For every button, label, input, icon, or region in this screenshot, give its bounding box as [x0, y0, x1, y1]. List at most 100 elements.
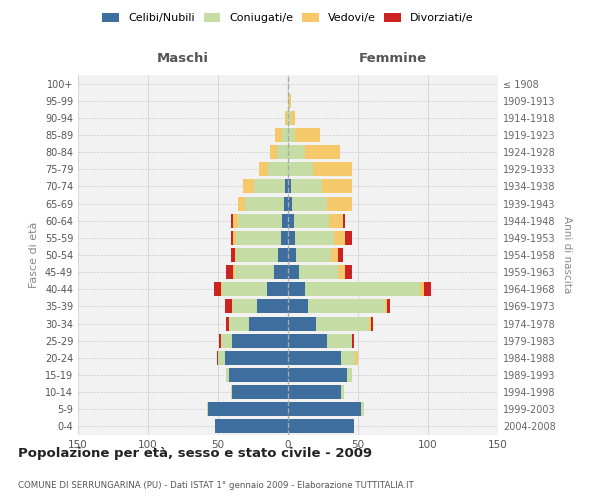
Bar — [225, 351, 288, 365]
Bar — [346, 231, 352, 245]
Bar — [288, 282, 305, 296]
Bar — [424, 282, 431, 296]
Bar — [229, 316, 249, 330]
Bar — [291, 111, 295, 125]
Bar — [329, 214, 343, 228]
Bar — [305, 282, 419, 296]
Bar — [233, 231, 236, 245]
Bar — [288, 248, 296, 262]
Bar — [221, 334, 232, 347]
Bar — [221, 282, 222, 296]
Bar — [259, 162, 268, 176]
Bar — [355, 351, 358, 365]
Bar — [288, 231, 295, 245]
Y-axis label: Anni di nascita: Anni di nascita — [562, 216, 572, 294]
Bar — [226, 316, 229, 330]
Bar — [293, 214, 329, 228]
Bar — [292, 196, 327, 210]
Bar — [220, 334, 221, 347]
Bar — [385, 300, 388, 314]
Bar — [288, 94, 289, 108]
Bar — [289, 94, 291, 108]
Bar — [288, 368, 347, 382]
Bar — [283, 128, 288, 142]
Bar — [352, 334, 354, 347]
Bar — [275, 128, 283, 142]
Bar — [232, 300, 257, 314]
Bar — [343, 214, 346, 228]
Bar — [288, 351, 341, 365]
Bar — [238, 214, 283, 228]
Bar — [208, 402, 288, 416]
Text: Popolazione per età, sesso e stato civile - 2009: Popolazione per età, sesso e stato civil… — [18, 448, 372, 460]
Bar — [295, 128, 320, 142]
Bar — [236, 231, 281, 245]
Bar — [341, 351, 355, 365]
Bar — [296, 248, 331, 262]
Bar — [238, 196, 245, 210]
Bar — [233, 214, 238, 228]
Bar — [288, 265, 299, 279]
Bar — [236, 248, 278, 262]
Bar — [288, 385, 341, 399]
Bar — [232, 385, 288, 399]
Bar — [288, 162, 313, 176]
Bar — [388, 300, 390, 314]
Bar — [226, 368, 229, 382]
Bar — [288, 196, 292, 210]
Bar — [305, 145, 340, 159]
Bar — [288, 214, 293, 228]
Bar — [288, 402, 361, 416]
Bar — [274, 265, 288, 279]
Bar — [267, 282, 288, 296]
Bar — [270, 145, 277, 159]
Bar — [288, 180, 291, 194]
Bar — [288, 111, 291, 125]
Bar — [316, 316, 369, 330]
Bar — [277, 145, 288, 159]
Bar — [218, 351, 225, 365]
Bar — [299, 265, 338, 279]
Bar — [288, 316, 316, 330]
Bar — [257, 300, 288, 314]
Bar — [217, 351, 218, 365]
Bar — [249, 316, 288, 330]
Bar — [419, 282, 424, 296]
Bar — [268, 162, 288, 176]
Bar — [371, 316, 373, 330]
Bar — [233, 265, 235, 279]
Bar — [284, 196, 288, 210]
Bar — [285, 111, 287, 125]
Bar — [295, 231, 334, 245]
Bar — [230, 248, 235, 262]
Bar — [361, 402, 364, 416]
Bar — [207, 402, 208, 416]
Bar — [283, 214, 288, 228]
Bar — [232, 334, 288, 347]
Bar — [230, 231, 233, 245]
Bar — [308, 300, 385, 314]
Text: COMUNE DI SERRUNGARINA (PU) - Dati ISTAT 1° gennaio 2009 - Elaborazione TUTTITAL: COMUNE DI SERRUNGARINA (PU) - Dati ISTAT… — [18, 480, 414, 490]
Bar — [369, 316, 371, 330]
Bar — [288, 420, 354, 434]
Bar — [222, 282, 267, 296]
Bar — [254, 180, 285, 194]
Bar — [291, 180, 322, 194]
Bar — [215, 420, 288, 434]
Bar — [230, 385, 232, 399]
Text: Femmine: Femmine — [359, 52, 427, 64]
Bar — [229, 368, 288, 382]
Bar — [230, 214, 233, 228]
Bar — [225, 300, 232, 314]
Bar — [346, 265, 352, 279]
Bar — [245, 196, 284, 210]
Legend: Celibi/Nubili, Coniugati/e, Vedovi/e, Divorziati/e: Celibi/Nubili, Coniugati/e, Vedovi/e, Di… — [98, 8, 478, 28]
Bar — [226, 265, 233, 279]
Bar — [285, 180, 288, 194]
Bar — [235, 248, 236, 262]
Bar — [214, 282, 221, 296]
Bar — [287, 111, 288, 125]
Bar — [235, 265, 274, 279]
Text: Maschi: Maschi — [157, 52, 209, 64]
Bar — [327, 334, 352, 347]
